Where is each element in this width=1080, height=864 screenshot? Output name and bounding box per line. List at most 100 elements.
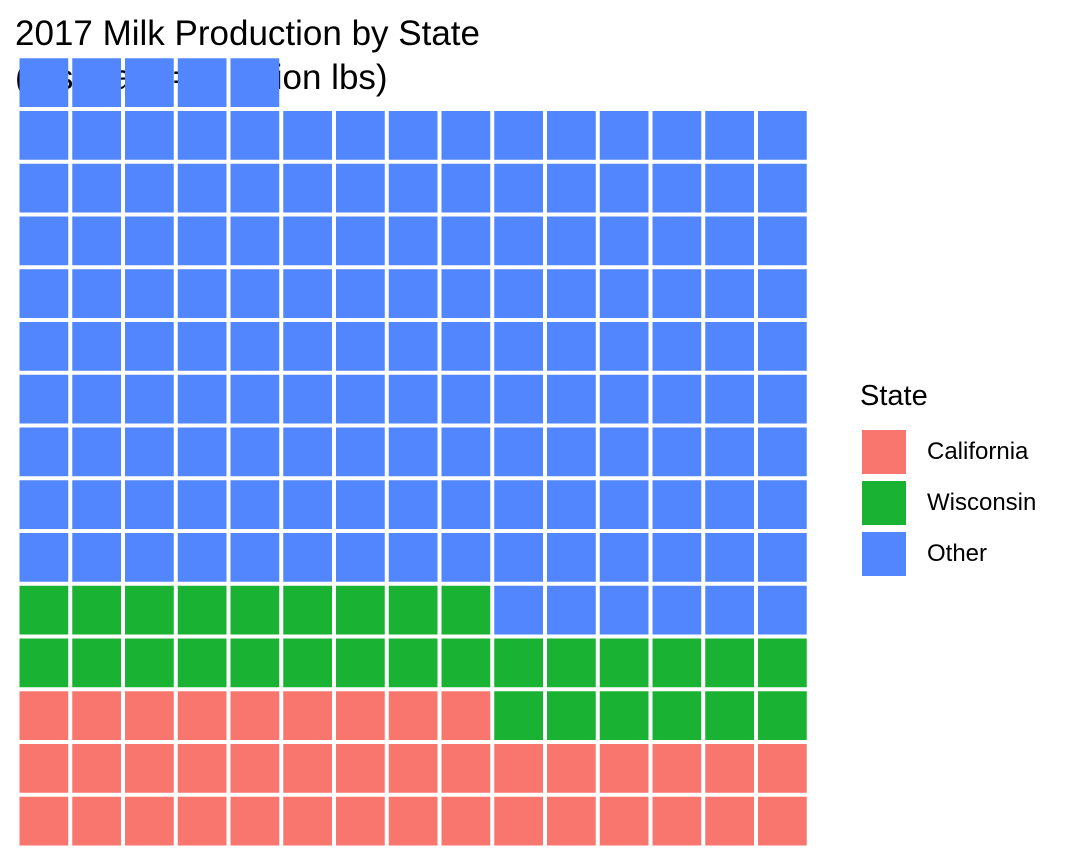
waffle-square-california: [72, 796, 121, 846]
waffle-square-california: [758, 744, 807, 793]
waffle-square-other: [72, 533, 121, 582]
waffle-square-california: [19, 744, 69, 793]
waffle-square-other: [705, 269, 754, 318]
waffle-square-other: [705, 427, 754, 477]
waffle-square-other: [599, 322, 649, 371]
waffle-square-other: [230, 533, 280, 582]
waffle-square-california: [177, 691, 227, 740]
waffle-square-california: [758, 796, 807, 846]
waffle-square-other: [125, 163, 174, 213]
waffle-square-california: [336, 744, 385, 793]
waffle-square-california: [230, 691, 280, 740]
waffle-square-other: [336, 163, 385, 213]
waffle-square-wisconsin: [230, 638, 280, 688]
waffle-square-other: [388, 480, 438, 529]
waffle-square-wisconsin: [652, 691, 702, 740]
waffle-square-wisconsin: [19, 585, 69, 635]
waffle-square-other: [19, 58, 69, 107]
waffle-square-other: [599, 427, 649, 477]
waffle-square-other: [230, 111, 280, 160]
waffle-square-other: [19, 216, 69, 266]
waffle-square-other: [388, 111, 438, 160]
waffle-square-other: [388, 427, 438, 477]
waffle-square-wisconsin: [494, 691, 543, 740]
waffle-square-california: [72, 744, 121, 793]
waffle-square-california: [705, 796, 754, 846]
waffle-square-wisconsin: [388, 638, 438, 688]
waffle-square-other: [705, 216, 754, 266]
legend-key-wisconsin: [862, 481, 906, 525]
waffle-square-other: [19, 111, 69, 160]
waffle-square-wisconsin: [125, 638, 174, 688]
waffle-square-other: [283, 111, 332, 160]
waffle-square-other: [336, 480, 385, 529]
waffle-square-california: [441, 796, 491, 846]
waffle-square-other: [547, 163, 596, 213]
waffle-square-other: [19, 269, 69, 318]
waffle-square-other: [177, 269, 227, 318]
waffle-square-other: [230, 427, 280, 477]
waffle-square-other: [547, 480, 596, 529]
waffle-square-other: [547, 216, 596, 266]
waffle-square-wisconsin: [705, 691, 754, 740]
waffle-square-other: [494, 163, 543, 213]
waffle-square-other: [705, 585, 754, 635]
waffle-square-other: [283, 533, 332, 582]
waffle-chart: [19, 58, 807, 846]
waffle-square-wisconsin: [72, 585, 121, 635]
waffle-square-other: [652, 427, 702, 477]
waffle-square-california: [283, 796, 332, 846]
waffle-square-other: [652, 111, 702, 160]
waffle-square-other: [177, 216, 227, 266]
waffle-square-wisconsin: [283, 585, 332, 635]
waffle-square-other: [494, 480, 543, 529]
waffle-square-other: [283, 427, 332, 477]
waffle-square-california: [599, 744, 649, 793]
waffle-square-other: [599, 374, 649, 424]
waffle-square-other: [494, 374, 543, 424]
waffle-square-wisconsin: [336, 585, 385, 635]
waffle-square-other: [388, 374, 438, 424]
waffle-square-other: [652, 269, 702, 318]
waffle-square-other: [19, 427, 69, 477]
legend-title: State: [860, 380, 928, 412]
waffle-square-california: [72, 691, 121, 740]
legend-key-other: [862, 532, 906, 576]
waffle-square-other: [547, 269, 596, 318]
waffle-square-other: [230, 163, 280, 213]
waffle-square-other: [72, 163, 121, 213]
waffle-square-california: [125, 796, 174, 846]
waffle-square-california: [441, 744, 491, 793]
waffle-square-other: [441, 216, 491, 266]
waffle-square-other: [599, 269, 649, 318]
waffle-square-other: [336, 269, 385, 318]
legend-label-wisconsin: Wisconsin: [927, 489, 1037, 516]
waffle-square-other: [125, 269, 174, 318]
waffle-square-california: [230, 796, 280, 846]
waffle-square-other: [283, 216, 332, 266]
waffle-square-other: [388, 216, 438, 266]
waffle-square-california: [547, 744, 596, 793]
waffle-square-wisconsin: [547, 691, 596, 740]
waffle-square-wisconsin: [388, 585, 438, 635]
waffle-square-wisconsin: [283, 638, 332, 688]
waffle-square-other: [19, 322, 69, 371]
waffle-square-other: [19, 480, 69, 529]
waffle-square-wisconsin: [441, 638, 491, 688]
waffle-square-other: [441, 111, 491, 160]
waffle-square-other: [547, 111, 596, 160]
waffle-square-other: [441, 533, 491, 582]
waffle-square-other: [441, 322, 491, 371]
waffle-square-wisconsin: [19, 638, 69, 688]
waffle-square-wisconsin: [494, 638, 543, 688]
waffle-square-other: [230, 216, 280, 266]
waffle-square-wisconsin: [177, 585, 227, 635]
waffle-square-california: [652, 744, 702, 793]
waffle-square-other: [72, 427, 121, 477]
waffle-square-california: [125, 691, 174, 740]
waffle-square-other: [388, 269, 438, 318]
waffle-square-other: [494, 111, 543, 160]
waffle-square-other: [705, 163, 754, 213]
waffle-square-california: [177, 744, 227, 793]
waffle-square-other: [705, 322, 754, 371]
